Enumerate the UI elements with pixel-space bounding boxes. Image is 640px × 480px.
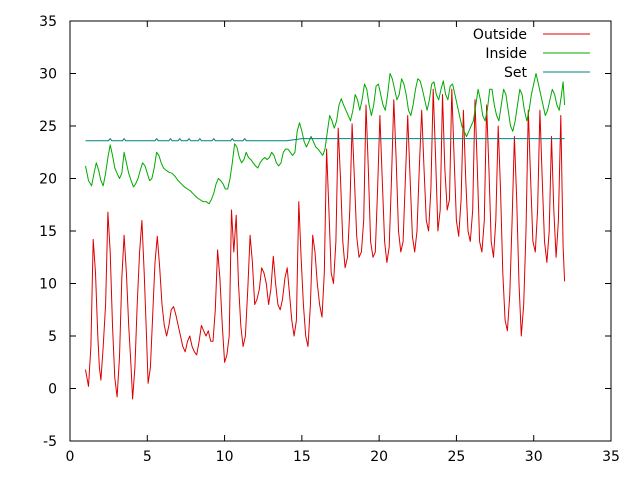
legend: Outside Inside Set [473,27,590,81]
y-tick-label: 30 [39,67,57,83]
x-tick-label: 30 [525,449,543,465]
x-tick-label: 15 [293,449,311,465]
legend-label-set: Set [504,65,528,81]
x-tick-label: 0 [66,449,75,465]
series-line-outside [85,88,566,400]
series-line-set [85,138,565,142]
y-tick-label: 15 [39,224,57,240]
x-tick-label: 10 [216,449,234,465]
y-tick-label: 35 [39,14,57,30]
legend-label-inside: Inside [485,46,527,62]
x-tick-label: 25 [448,449,466,465]
x-tick-label: 20 [370,449,388,465]
y-tick-label: 10 [39,277,57,293]
y-tick-label: 25 [39,119,57,135]
ticks-layer: 0 5 10 15 20 25 30 35 -5 0 5 10 15 20 25 30 35 [39,14,620,465]
series-layer [85,73,566,400]
x-tick-label: 35 [602,449,620,465]
series-line-inside [85,73,566,205]
y-tick-label: -5 [43,434,57,450]
x-tick-label: 5 [143,449,152,465]
y-tick-label: 5 [48,329,57,345]
y-tick-label: 20 [39,172,57,188]
plot-border [69,20,612,442]
legend-label-outside: Outside [473,27,527,43]
y-tick-label: 0 [48,382,57,398]
